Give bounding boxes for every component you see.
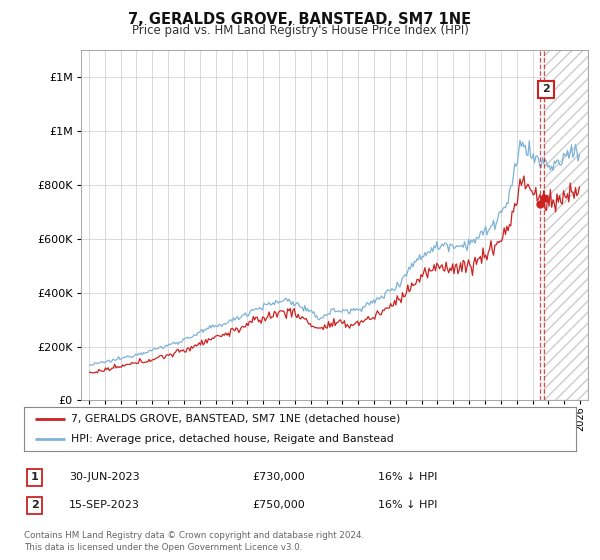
Text: 2: 2 <box>31 500 38 510</box>
Text: HPI: Average price, detached house, Reigate and Banstead: HPI: Average price, detached house, Reig… <box>71 434 394 444</box>
Text: £730,000: £730,000 <box>252 472 305 482</box>
Text: 15-SEP-2023: 15-SEP-2023 <box>69 500 140 510</box>
Bar <box>544 50 588 400</box>
Text: Price paid vs. HM Land Registry's House Price Index (HPI): Price paid vs. HM Land Registry's House … <box>131 24 469 36</box>
Text: 7, GERALDS GROVE, BANSTEAD, SM7 1NE (detached house): 7, GERALDS GROVE, BANSTEAD, SM7 1NE (det… <box>71 414 400 424</box>
Text: 1: 1 <box>31 472 38 482</box>
Text: 16% ↓ HPI: 16% ↓ HPI <box>378 500 437 510</box>
Text: £750,000: £750,000 <box>252 500 305 510</box>
Text: 2: 2 <box>542 85 550 95</box>
Text: Contains HM Land Registry data © Crown copyright and database right 2024.
This d: Contains HM Land Registry data © Crown c… <box>24 531 364 552</box>
Text: 7, GERALDS GROVE, BANSTEAD, SM7 1NE: 7, GERALDS GROVE, BANSTEAD, SM7 1NE <box>128 12 472 27</box>
Text: 30-JUN-2023: 30-JUN-2023 <box>69 472 140 482</box>
Text: 16% ↓ HPI: 16% ↓ HPI <box>378 472 437 482</box>
